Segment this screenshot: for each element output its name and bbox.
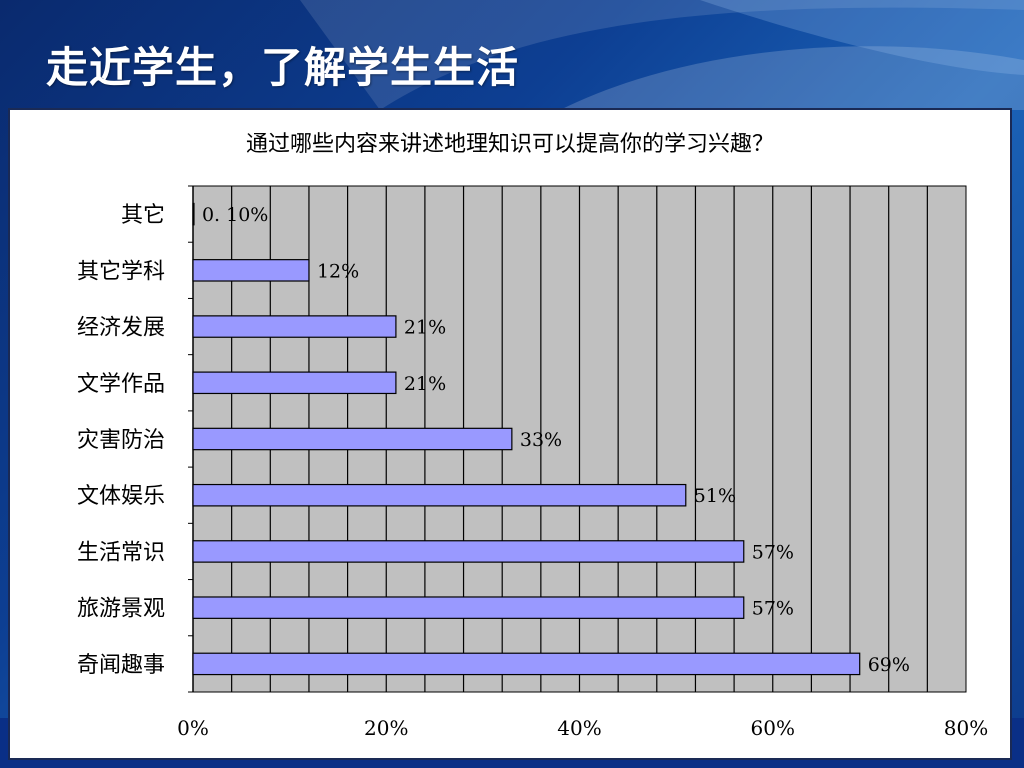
chart-title: 通过哪些内容来讲述地理知识可以提高你的学习兴趣？ — [245, 132, 774, 157]
data-label: 12% — [317, 260, 359, 282]
bar — [192, 202, 195, 226]
data-label: 57% — [752, 541, 794, 563]
bar — [192, 371, 397, 395]
data-label: 21% — [404, 317, 446, 339]
x-tick-label: 60% — [751, 716, 795, 740]
data-label: 51% — [694, 485, 736, 507]
bar — [192, 315, 397, 338]
category-label: 其它 — [121, 203, 165, 228]
x-tick-label: 80% — [944, 716, 988, 740]
category-label: 其它学科 — [77, 259, 165, 284]
category-label: 旅游景观 — [77, 597, 165, 622]
bar — [192, 483, 687, 507]
data-label: 0. 10% — [202, 204, 268, 226]
data-label: 69% — [868, 654, 910, 676]
bar — [192, 427, 513, 451]
bar — [192, 652, 861, 676]
data-label: 57% — [752, 598, 794, 620]
bar — [192, 540, 745, 563]
category-label: 文学作品 — [77, 372, 165, 397]
category-label: 奇闻趣事 — [77, 653, 165, 678]
category-label: 灾害防治 — [77, 428, 165, 453]
x-tick-label: 0% — [177, 716, 209, 740]
category-label: 经济发展 — [77, 316, 165, 341]
bar — [192, 259, 310, 282]
data-label: 21% — [404, 373, 446, 395]
slide-title: 走近学生，了解学生生活 — [46, 43, 520, 92]
x-tick-label: 20% — [364, 716, 408, 740]
bar — [192, 596, 745, 619]
category-label: 文体娱乐 — [77, 484, 165, 509]
category-label: 生活常识 — [77, 540, 165, 565]
data-label: 33% — [520, 429, 562, 451]
x-tick-label: 40% — [557, 716, 601, 740]
header-background — [0, 0, 1024, 110]
